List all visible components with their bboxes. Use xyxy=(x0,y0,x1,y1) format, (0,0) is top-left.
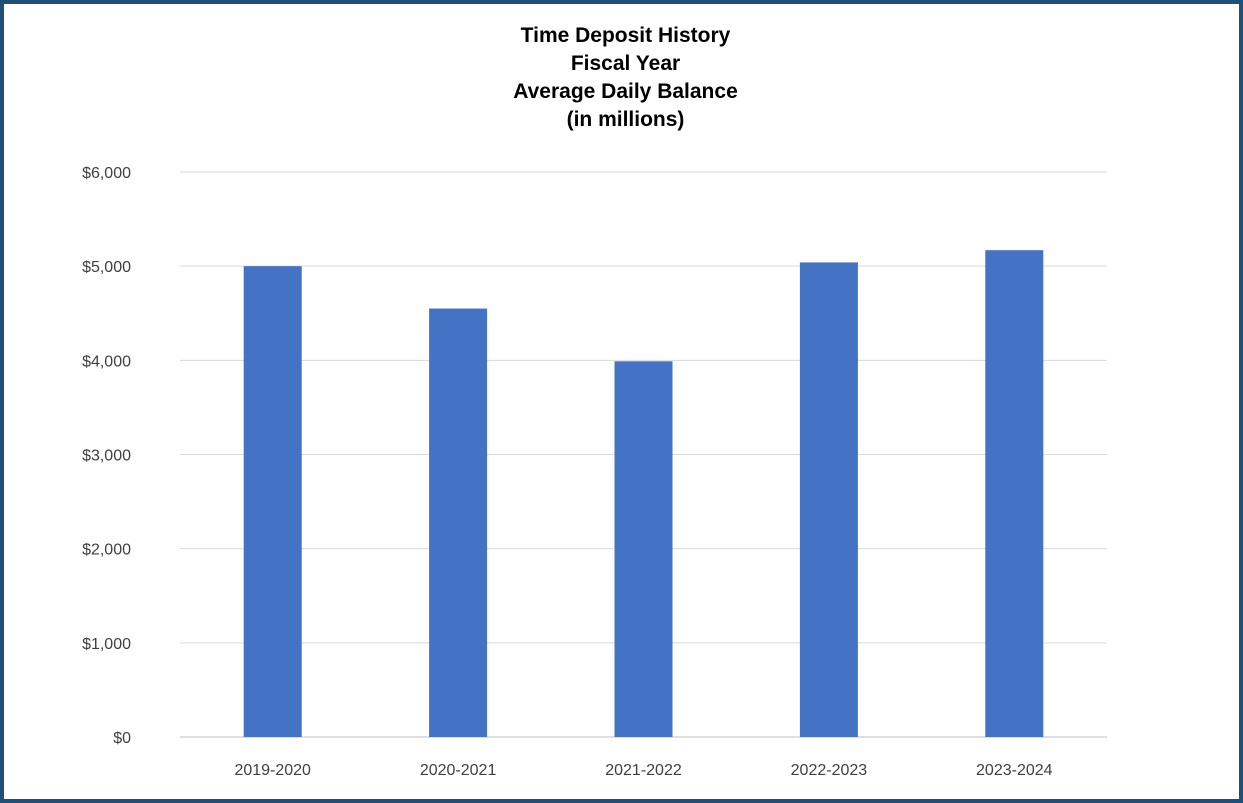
x-axis-tick-labels: 2019-2020 2020-2021 2021-2022 2022-2023 2023… xyxy=(234,762,1052,779)
bar-2019-2020 xyxy=(243,266,302,737)
chart-title-line-1: Time Deposit History xyxy=(520,24,731,47)
chart-title: Time Deposit History Fiscal Year Average… xyxy=(4,22,1243,134)
x-tick-label: 2023-2024 xyxy=(976,762,1053,779)
x-tick-label: 2019-2020 xyxy=(234,762,311,779)
y-tick-label: $0 xyxy=(113,730,131,747)
x-tick-label: 2020-2021 xyxy=(420,762,497,779)
bar-2022-2023 xyxy=(799,262,858,737)
y-tick-label: $1,000 xyxy=(82,636,131,653)
x-tick-label: 2022-2023 xyxy=(791,762,868,779)
bar-2020-2021 xyxy=(429,308,488,737)
bars xyxy=(243,250,1044,738)
y-tick-label: $3,000 xyxy=(82,448,131,465)
y-tick-label: $5,000 xyxy=(82,259,131,276)
chart-title-line-2: Fiscal Year xyxy=(570,52,681,75)
y-tick-label: $4,000 xyxy=(82,353,131,370)
chart-title-line-4: (in millions) xyxy=(566,108,685,131)
chart-title-line-3: Average Daily Balance xyxy=(513,80,738,103)
y-tick-label: $2,000 xyxy=(82,542,131,559)
y-tick-label: $6,000 xyxy=(82,165,131,182)
y-axis-tick-labels: $0 $1,000 $2,000 $3,000 $4,000 $5,000 $6,000 xyxy=(82,165,131,747)
bar-2023-2024 xyxy=(985,250,1044,738)
bar-2021-2022 xyxy=(614,361,673,737)
x-tick-label: 2021-2022 xyxy=(605,762,682,779)
